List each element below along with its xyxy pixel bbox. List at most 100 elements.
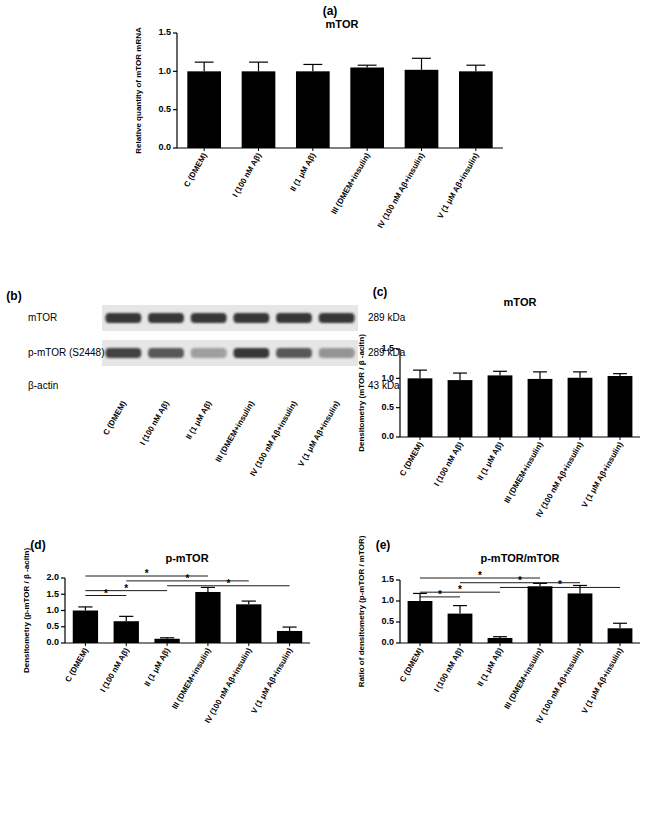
band [233, 381, 269, 391]
error-stem [539, 372, 540, 379]
bar [459, 71, 493, 148]
x-tick [289, 643, 290, 646]
lane-label: II (1 μM Aβ) [184, 399, 213, 441]
figure: (a)mTORRelative quantity of mTOR mRNA0.0… [0, 0, 654, 825]
western-blot: (b)mTOR289 kDap-mTOR (S2448)289 kDaβ-act… [6, 289, 405, 478]
error-bar [493, 371, 507, 375]
y-tick-label: 1.5 [381, 574, 394, 584]
significance-star: * [458, 584, 462, 595]
error-stem [499, 371, 500, 375]
x-tick [460, 643, 461, 646]
bar-chart: (c)mTORDensitometry (mTOR / β -acitn)0.0… [357, 285, 640, 519]
significance-star: * [226, 578, 230, 589]
y-tick-label: 1.0 [46, 605, 59, 615]
x-tick-label: I (100 nM Aβ) [98, 646, 131, 694]
error-cap [573, 371, 587, 372]
blot-strip [102, 305, 358, 331]
x-tick [167, 643, 168, 646]
bar [277, 631, 302, 643]
lane-label: III (DMEM+insulin) [214, 399, 257, 464]
error-stem [258, 62, 259, 71]
bar [350, 68, 384, 149]
x-tick [207, 643, 208, 646]
y-tick-label: 0.5 [46, 621, 59, 631]
y-axis-label: Relative quantity of mTOR mRNA [134, 27, 143, 154]
bar [236, 604, 261, 643]
error-bar [249, 62, 268, 71]
error-stem [619, 623, 620, 628]
y-axis [399, 580, 400, 643]
error-cap [453, 372, 467, 373]
x-axis [400, 436, 640, 437]
y-tick-label: 0.5 [158, 104, 171, 114]
x-tick [85, 643, 86, 646]
band [233, 348, 269, 358]
x-tick [421, 148, 422, 151]
y-tick [61, 626, 65, 627]
bar [568, 593, 593, 643]
band [233, 313, 269, 323]
x-tick [540, 643, 541, 646]
x-axis [400, 642, 640, 643]
bar [405, 70, 439, 148]
x-tick [540, 437, 541, 440]
y-tick [173, 147, 177, 148]
error-cap [303, 64, 322, 65]
panel-label: (e) [376, 538, 391, 552]
y-tick-label: 1.5 [158, 27, 171, 37]
panel-label: (a) [323, 4, 338, 18]
error-bar [453, 606, 467, 614]
bar [195, 592, 220, 643]
bar [448, 380, 473, 437]
significance-star: * [438, 589, 442, 600]
error-bar [282, 627, 296, 631]
bar [528, 586, 553, 643]
panel-label: (c) [373, 285, 388, 299]
x-tick [620, 643, 621, 646]
error-cap [413, 593, 427, 594]
row-label: p-mTOR (S2448) [28, 347, 105, 358]
error-cap [160, 637, 174, 638]
row-label: β-actin [28, 380, 58, 391]
x-tick [500, 437, 501, 440]
y-tick [396, 579, 400, 580]
error-cap [119, 616, 133, 617]
band [276, 313, 312, 323]
x-tick-label: IV (100 nM Aβ+insulin) [534, 646, 585, 725]
band [105, 348, 141, 358]
error-bar [493, 637, 507, 638]
error-stem [312, 64, 313, 71]
x-axis [177, 147, 503, 148]
chart-title: mTOR [326, 18, 359, 30]
panel-label: (b) [6, 289, 21, 303]
y-axis-label: Densitometry (mTOR / β -acitn) [357, 334, 366, 452]
x-tick-label: I (100 nM Aβ) [231, 151, 264, 199]
size-label: 289 kDa [368, 347, 406, 358]
bar [568, 378, 593, 437]
lane-label: V (1 μM Aβ+insulin) [297, 399, 342, 468]
x-tick [204, 148, 205, 151]
error-cap [493, 636, 507, 637]
y-tick [173, 32, 177, 33]
band [319, 313, 355, 323]
error-bar [160, 637, 174, 639]
chart-title: mTOR [504, 296, 537, 308]
blot-strip [102, 373, 358, 399]
x-tick-label: IV (100 nM Aβ+insulin) [203, 646, 254, 725]
error-bar [119, 616, 133, 621]
bar-chart: (a)mTORRelative quantity of mTOR mRNA0.0… [134, 4, 503, 230]
error-bar [412, 58, 431, 70]
x-tick [367, 148, 368, 151]
significance-star: * [124, 583, 128, 594]
x-tick-label: III (DMEM+insulin) [170, 646, 213, 711]
x-tick-label: I (100 nM Aβ) [432, 646, 465, 694]
band [105, 381, 141, 391]
band [319, 348, 355, 358]
marks [408, 583, 633, 643]
error-cap [358, 65, 377, 66]
x-tick-label: III (DMEM+insulin) [502, 646, 545, 711]
x-tick-label: III (DMEM+insulin) [502, 440, 545, 505]
error-stem [579, 372, 580, 378]
marks [187, 58, 492, 148]
error-cap [573, 585, 587, 586]
